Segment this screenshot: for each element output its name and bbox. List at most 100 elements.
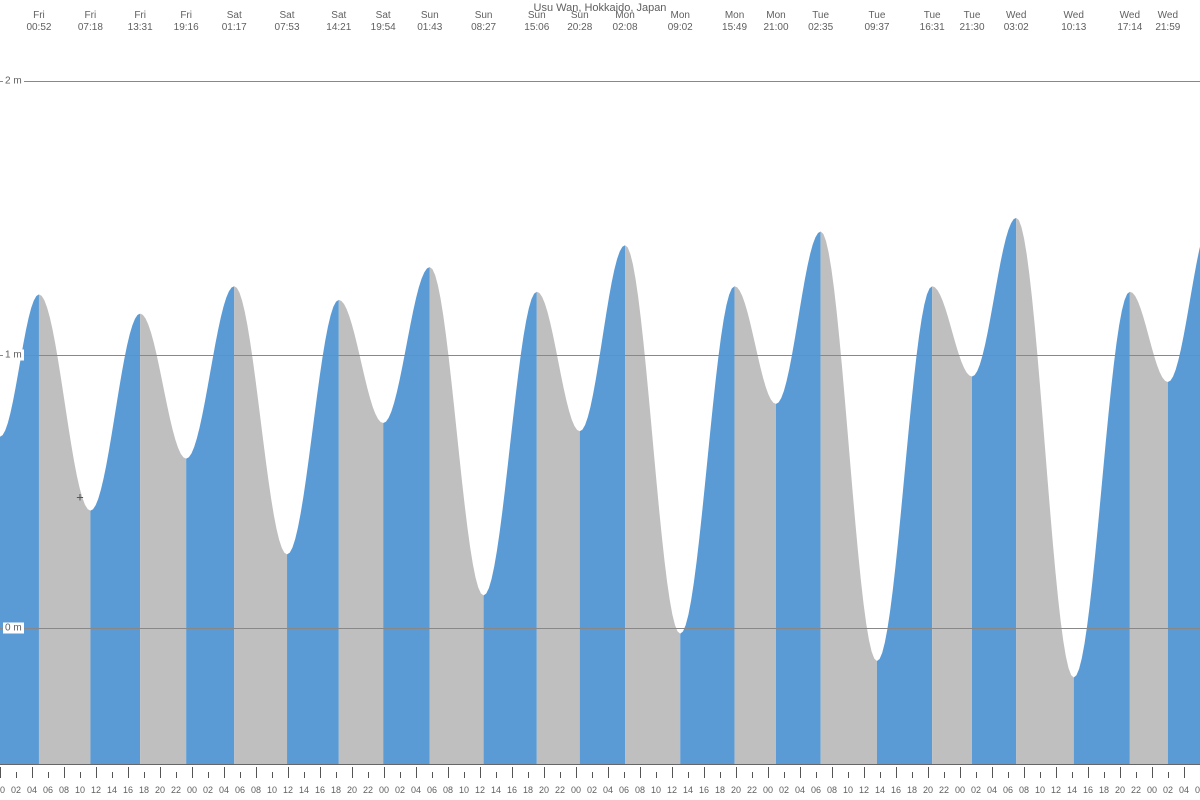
tide-rising-segment [776, 232, 821, 765]
hour-tick [1056, 767, 1057, 778]
hour-tick [784, 772, 785, 778]
tide-falling-segment [537, 292, 580, 765]
hour-tick [688, 772, 689, 778]
hour-tick [656, 772, 657, 778]
x-axis-line [0, 764, 1200, 765]
tide-time-label: Sat01:17 [214, 10, 254, 34]
y-axis-label: 2 m [3, 76, 24, 87]
hour-tick [480, 767, 481, 778]
hour-tick [80, 772, 81, 778]
tide-plot-svg [0, 0, 1200, 800]
tide-falling-segment [339, 300, 383, 765]
hour-tick [848, 772, 849, 778]
tide-rising-segment [1074, 292, 1130, 765]
tide-time-label: Sun08:27 [464, 10, 504, 34]
hour-tick [0, 767, 1, 778]
hour-tick [1152, 767, 1153, 778]
hour-tick [288, 767, 289, 778]
hour-tick [624, 772, 625, 778]
tide-falling-segment [1016, 218, 1074, 765]
hour-tick [160, 767, 161, 778]
tide-chart: Usu Wan, Hokkaido, Japan 0 m1 m2 mFri00:… [0, 0, 1200, 800]
gridline [0, 628, 1200, 629]
hour-tick [464, 772, 465, 778]
hour-tick [1104, 772, 1105, 778]
tide-time-label: Fri07:18 [70, 10, 110, 34]
tide-time-label: Mon15:49 [715, 10, 755, 34]
tide-rising-segment [877, 286, 932, 765]
hour-tick [704, 767, 705, 778]
tide-time-label: Sat07:53 [267, 10, 307, 34]
hour-tick [1168, 772, 1169, 778]
hour-tick [1184, 767, 1185, 778]
hour-tick [208, 772, 209, 778]
hour-tick [912, 772, 913, 778]
tide-time-label: Tue16:31 [912, 10, 952, 34]
hour-tick [96, 767, 97, 778]
hour-tick [400, 772, 401, 778]
hour-label: 06 [1191, 785, 1200, 795]
hour-tick [368, 772, 369, 778]
tide-time-label: Tue21:30 [952, 10, 992, 34]
hour-tick [176, 772, 177, 778]
tide-rising-segment [0, 294, 39, 765]
hour-tick [544, 767, 545, 778]
tide-time-label: Fri13:31 [120, 10, 160, 34]
hour-tick [832, 767, 833, 778]
hour-tick [528, 772, 529, 778]
tide-time-label: Fri00:52 [19, 10, 59, 34]
tide-falling-segment [430, 267, 484, 765]
hour-tick [1120, 767, 1121, 778]
hour-tick [512, 767, 513, 778]
hour-tick [576, 767, 577, 778]
tide-rising-segment [287, 300, 339, 765]
hour-tick [416, 767, 417, 778]
hour-tick [896, 767, 897, 778]
cursor-cross-icon: + [76, 490, 83, 504]
tide-time-label: Wed10:13 [1054, 10, 1094, 34]
tide-rising-segment [90, 314, 140, 765]
hour-tick [128, 767, 129, 778]
tide-falling-segment [821, 232, 877, 765]
hour-tick [496, 772, 497, 778]
hour-tick [224, 767, 225, 778]
hour-tick [1136, 772, 1137, 778]
tide-rising-segment [186, 286, 234, 765]
tide-falling-segment [932, 286, 972, 765]
hour-tick [1024, 767, 1025, 778]
hour-tick [48, 772, 49, 778]
tide-time-label: Sun01:43 [410, 10, 450, 34]
tide-rising-segment [1168, 218, 1200, 765]
hour-tick [144, 772, 145, 778]
tide-rising-segment [484, 292, 537, 765]
hour-tick [192, 767, 193, 778]
hour-tick [640, 767, 641, 778]
tide-time-label: Sun20:28 [560, 10, 600, 34]
hour-tick [608, 767, 609, 778]
hour-tick [752, 772, 753, 778]
tide-rising-segment [383, 267, 430, 765]
tide-falling-segment [140, 314, 186, 765]
gridline [0, 81, 1200, 82]
tide-falling-segment [234, 286, 287, 765]
hour-tick [1072, 772, 1073, 778]
hour-tick [112, 772, 113, 778]
hour-tick [672, 767, 673, 778]
tide-time-label: Sat19:54 [363, 10, 403, 34]
tide-time-label: Wed03:02 [996, 10, 1036, 34]
tide-time-label: Thu03:31 [1192, 10, 1200, 34]
hour-tick [960, 767, 961, 778]
hour-tick [944, 772, 945, 778]
hour-tick [32, 767, 33, 778]
hour-tick [1008, 772, 1009, 778]
hour-tick [992, 767, 993, 778]
tide-time-label: Wed21:59 [1148, 10, 1188, 34]
tide-falling-segment [39, 294, 90, 765]
y-axis-label: 1 m [3, 349, 24, 360]
hour-tick [384, 767, 385, 778]
tide-time-label: Mon21:00 [756, 10, 796, 34]
hour-tick [976, 772, 977, 778]
tide-falling-segment [1130, 292, 1168, 765]
tide-rising-segment [680, 286, 734, 765]
tide-time-label: Mon09:02 [660, 10, 700, 34]
